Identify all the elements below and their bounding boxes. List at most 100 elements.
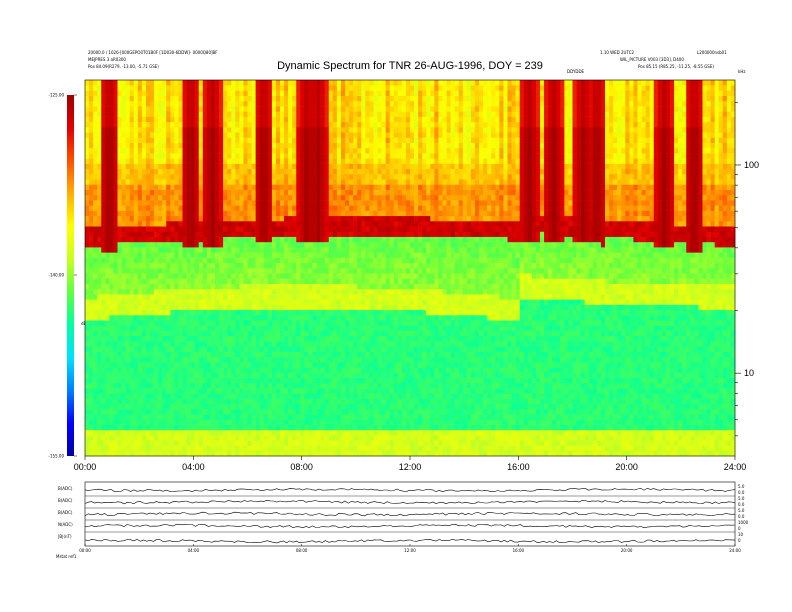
- heatmap-cell: [93, 184, 98, 190]
- heatmap-cell: [328, 226, 334, 232]
- heatmap-cell: [150, 341, 155, 347]
- heatmap-cell: [215, 100, 220, 107]
- heatmap-cell: [194, 153, 200, 159]
- heatmap-cell: [251, 147, 256, 154]
- heatmap-cell: [280, 200, 285, 206]
- heatmap-cell: [174, 210, 179, 217]
- heatmap-cell: [308, 174, 313, 180]
- heatmap-cell: [345, 158, 350, 164]
- heatmap-cell: [271, 440, 277, 446]
- heatmap-cell: [178, 127, 183, 133]
- heatmap-cell: [97, 388, 102, 394]
- heatmap-cell: [235, 116, 240, 123]
- heatmap-cell: [105, 142, 110, 149]
- heatmap-cell: [154, 147, 159, 154]
- heatmap-cell: [182, 320, 187, 326]
- heatmap-cell: [97, 299, 102, 305]
- heatmap-cell: [174, 90, 179, 96]
- heatmap-cell: [345, 163, 350, 170]
- heatmap-cell: [101, 252, 106, 258]
- heatmap-cell: [89, 163, 94, 170]
- heatmap-cell: [239, 320, 244, 326]
- heatmap-cell: [308, 382, 313, 389]
- heatmap-cell: [121, 262, 126, 269]
- heatmap-cell: [345, 377, 350, 384]
- heatmap-cell: [231, 168, 236, 175]
- heatmap-cell: [150, 388, 155, 394]
- heatmap-cell: [215, 236, 220, 243]
- heatmap-cell: [239, 95, 244, 102]
- heatmap-cell: [117, 179, 122, 185]
- heatmap-cell: [145, 85, 151, 91]
- heatmap-cell: [324, 210, 330, 217]
- heatmap-cell: [296, 184, 301, 190]
- heatmap-cell: [219, 435, 224, 441]
- heatmap-cell: [223, 137, 228, 143]
- heatmap-cell: [133, 309, 139, 316]
- heatmap-cell: [121, 362, 126, 368]
- heatmap-cell: [275, 111, 281, 117]
- heatmap-cell: [219, 341, 224, 347]
- heatmap-cell: [223, 450, 228, 457]
- heatmap-cell: [97, 95, 102, 102]
- heatmap-cell: [308, 262, 313, 269]
- heatmap-cell: [85, 174, 90, 180]
- heatmap-cell: [312, 372, 317, 378]
- heatmap-cell: [304, 435, 309, 441]
- heatmap-cell: [340, 351, 346, 358]
- heatmap-cell: [353, 241, 358, 248]
- heatmap-cell: [93, 142, 98, 149]
- heatmap-cell: [210, 288, 216, 295]
- heatmap-cell: [223, 132, 228, 138]
- heatmap-cell: [105, 304, 110, 311]
- heatmap-cell: [231, 153, 236, 159]
- heatmap-cell: [109, 341, 114, 347]
- heatmap-cell: [345, 142, 350, 149]
- heatmap-cell: [162, 174, 167, 180]
- heatmap-cell: [304, 210, 309, 217]
- heatmap-cell: [190, 372, 195, 378]
- heatmap-cell: [105, 153, 110, 159]
- heatmap-cell: [284, 388, 289, 394]
- heatmap-cell: [137, 153, 143, 159]
- heatmap-cell: [255, 424, 260, 431]
- heatmap-cell: [85, 294, 90, 300]
- heatmap-cell: [239, 341, 244, 347]
- heatmap-cell: [166, 409, 171, 415]
- heatmap-cell: [357, 111, 362, 117]
- heatmap-cell: [178, 163, 183, 170]
- heatmap-cell: [231, 367, 236, 373]
- heatmap-cell: [182, 116, 187, 123]
- heatmap-cell: [235, 252, 240, 258]
- heatmap-cell: [332, 205, 338, 211]
- heatmap-cell: [141, 215, 147, 222]
- heatmap-cell: [336, 205, 342, 211]
- heatmap-cell: [251, 372, 256, 378]
- heatmap-cell: [336, 268, 342, 274]
- heatmap-cell: [190, 158, 195, 164]
- heatmap-cell: [235, 137, 240, 143]
- heatmap-cell: [105, 106, 110, 112]
- heatmap-cell: [206, 414, 212, 420]
- heatmap-cell: [308, 268, 313, 274]
- heatmap-cell: [239, 362, 244, 368]
- heatmap-cell: [361, 367, 366, 373]
- heatmap-cell: [121, 210, 126, 217]
- heatmap-cell: [353, 168, 358, 175]
- heatmap-cell: [320, 330, 325, 337]
- heatmap-cell: [231, 179, 236, 185]
- heatmap-cell: [182, 90, 187, 96]
- heatmap-cell: [174, 424, 179, 431]
- heatmap-cell: [296, 393, 301, 399]
- heatmap-cell: [105, 382, 110, 389]
- heatmap-cell: [129, 320, 135, 326]
- heatmap-cell: [271, 409, 277, 415]
- heatmap-cell: [316, 247, 321, 253]
- heatmap-cell: [231, 309, 236, 316]
- heatmap-cell: [336, 80, 342, 86]
- heatmap-cell: [284, 184, 289, 190]
- heatmap-cell: [117, 200, 122, 206]
- heatmap-cell: [243, 362, 248, 368]
- heatmap-cell: [332, 377, 338, 384]
- heatmap-cell: [227, 351, 232, 358]
